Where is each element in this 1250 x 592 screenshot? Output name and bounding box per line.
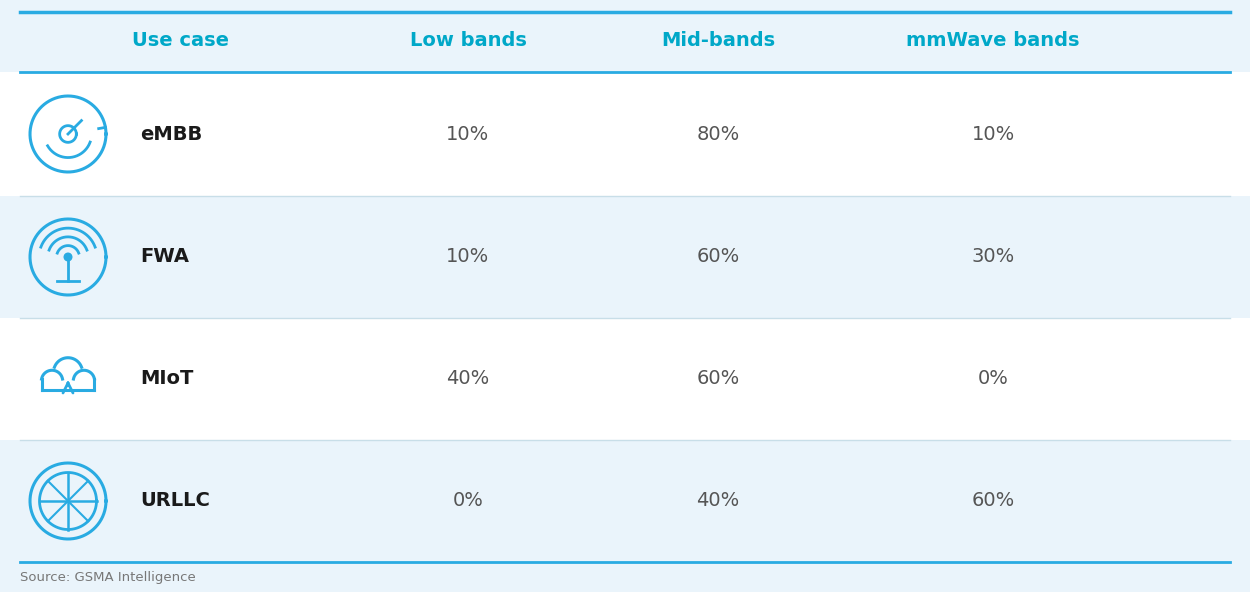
Text: Mid-bands: Mid-bands (661, 31, 775, 50)
Text: 60%: 60% (971, 491, 1015, 510)
Text: 0%: 0% (978, 369, 1009, 388)
Text: URLLC: URLLC (140, 491, 210, 510)
Text: 10%: 10% (971, 124, 1015, 143)
Text: 10%: 10% (446, 124, 490, 143)
Text: 0%: 0% (452, 491, 484, 510)
Text: eMBB: eMBB (140, 124, 202, 143)
Text: mmWave bands: mmWave bands (906, 31, 1080, 50)
Text: 60%: 60% (696, 369, 740, 388)
Text: 40%: 40% (446, 369, 490, 388)
Bar (0, 318, 1250, 440)
Text: 10%: 10% (446, 247, 490, 266)
Bar (0, 72, 1250, 196)
Text: Source: GSMA Intelligence: Source: GSMA Intelligence (20, 571, 196, 584)
Bar (0, 196, 1250, 318)
Text: FWA: FWA (140, 247, 189, 266)
Text: 30%: 30% (971, 247, 1015, 266)
Text: Use case: Use case (132, 31, 230, 50)
Text: Low bands: Low bands (410, 31, 526, 50)
Text: 80%: 80% (696, 124, 740, 143)
Text: 40%: 40% (696, 491, 740, 510)
Bar (0, 440, 1250, 562)
Text: MIoT: MIoT (140, 369, 194, 388)
Text: 60%: 60% (696, 247, 740, 266)
Circle shape (64, 253, 71, 261)
